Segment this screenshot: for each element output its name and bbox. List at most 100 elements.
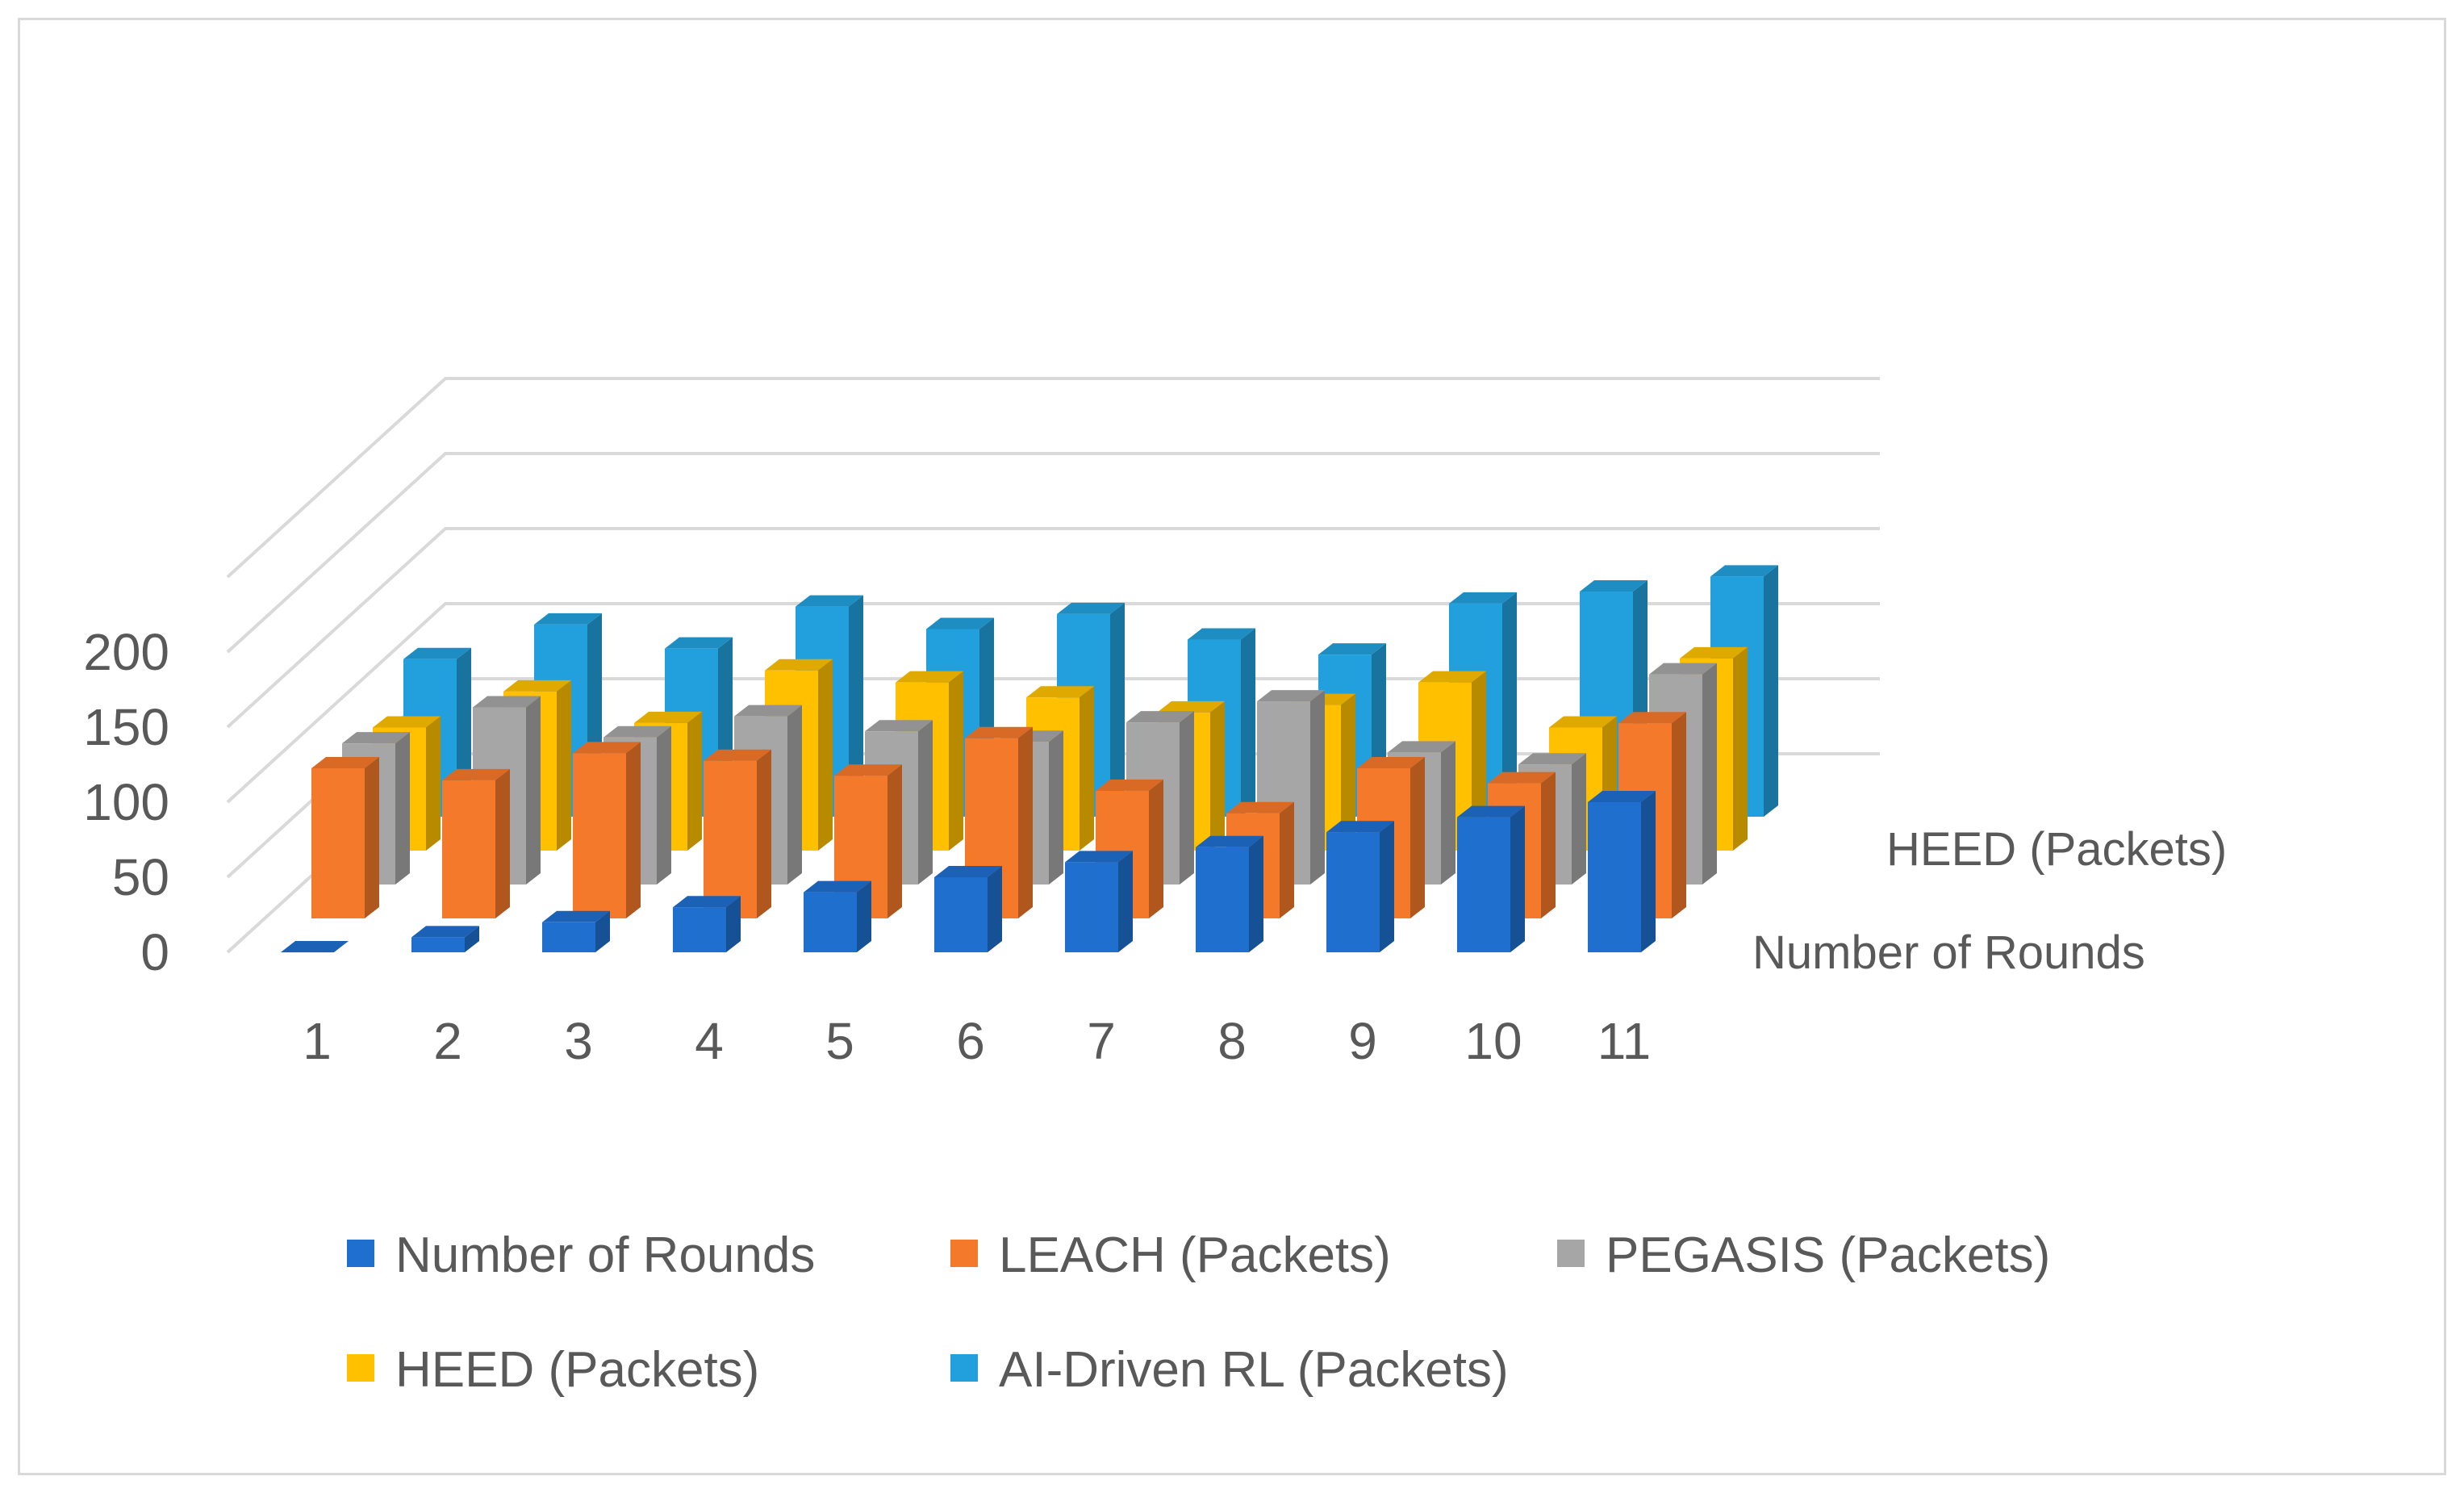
bar-front xyxy=(311,768,365,918)
bar-top xyxy=(373,716,441,728)
bar xyxy=(281,941,349,953)
bar-top xyxy=(1257,690,1325,702)
bar-top xyxy=(1488,772,1556,784)
x-axis: 1 2 3 4 5 6 7 8 9 10 11 xyxy=(303,1012,1651,1070)
bar-side xyxy=(687,711,702,851)
bar-side xyxy=(1341,693,1355,851)
bar-front xyxy=(442,780,495,918)
bar-front xyxy=(1326,832,1380,952)
legend-label: Number of Rounds xyxy=(395,1227,815,1283)
depth-axis-label: Number of Rounds xyxy=(1752,926,2145,979)
bar-side xyxy=(1764,565,1778,817)
bar-top xyxy=(796,595,863,607)
legend-label: AI-Driven RL (Packets) xyxy=(999,1342,1509,1398)
bars xyxy=(281,565,1778,953)
legend-item: LEACH (Packets) xyxy=(950,1227,1391,1283)
bar-side xyxy=(1118,851,1133,952)
y-tick-label: 150 xyxy=(83,698,169,756)
bar-side xyxy=(557,680,571,851)
legend-item: PEGASIS (Packets) xyxy=(1557,1227,2050,1283)
legend-swatch xyxy=(950,1240,978,1267)
bar-top xyxy=(573,742,641,754)
y-tick-label: 50 xyxy=(112,848,169,906)
bar-top xyxy=(665,637,733,649)
bar-front xyxy=(411,937,465,952)
bar-top xyxy=(1126,711,1194,723)
bar-top xyxy=(1318,643,1386,655)
x-tick-label: 5 xyxy=(825,1012,854,1070)
bar-top xyxy=(411,926,479,938)
bar-top xyxy=(1096,779,1163,791)
gridline xyxy=(226,377,1880,579)
bar-side xyxy=(1018,726,1033,918)
bar-side xyxy=(1510,805,1525,952)
bar-top xyxy=(1065,851,1133,863)
bar-top xyxy=(1326,821,1394,833)
bar-side xyxy=(949,671,963,851)
bar xyxy=(804,880,871,952)
gridline xyxy=(226,527,1880,729)
bar-front xyxy=(1457,817,1510,952)
bar-side xyxy=(1180,711,1194,885)
bar-top xyxy=(1196,835,1263,847)
x-tick-label: 3 xyxy=(564,1012,593,1070)
bar-side xyxy=(1210,700,1225,851)
bar-front xyxy=(1588,802,1641,952)
bar-side xyxy=(595,910,610,952)
legend: Number of Rounds LEACH (Packets) PEGASIS (… xyxy=(347,1227,2050,1398)
bar-front xyxy=(573,753,626,918)
bar xyxy=(442,768,510,918)
bar-side xyxy=(1241,628,1255,817)
x-tick-label: 6 xyxy=(956,1012,985,1070)
bar-top xyxy=(934,866,1002,877)
bar-top xyxy=(1157,700,1225,713)
legend-item: Number of Rounds xyxy=(347,1227,815,1283)
bar-top xyxy=(634,711,702,723)
bar-top xyxy=(503,680,571,692)
bar-side xyxy=(1672,712,1686,918)
bar-top xyxy=(1518,753,1586,765)
bar-side xyxy=(1472,671,1486,851)
bar-top xyxy=(1580,580,1648,592)
bar-top xyxy=(673,896,741,908)
bar-side xyxy=(849,595,863,817)
y-tick-label: 0 xyxy=(140,923,169,981)
bar xyxy=(1588,791,1656,952)
bar-top xyxy=(473,696,541,708)
legend-swatch xyxy=(347,1240,374,1267)
bar-front xyxy=(934,877,988,952)
x-tick-label: 2 xyxy=(433,1012,462,1070)
bar-top xyxy=(1649,663,1717,675)
bar-side xyxy=(657,726,671,885)
legend-label: PEGASIS (Packets) xyxy=(1606,1227,2050,1283)
bar-top xyxy=(1388,741,1455,753)
bar-side xyxy=(626,742,641,918)
bar-side xyxy=(1110,602,1125,817)
bar-side xyxy=(526,696,541,885)
bar-side xyxy=(426,716,441,851)
y-tick-label: 100 xyxy=(83,773,169,831)
bar-side xyxy=(1541,772,1556,918)
bar-top xyxy=(765,659,833,671)
bar xyxy=(542,910,610,952)
bar-side xyxy=(1502,592,1517,817)
bar-side xyxy=(988,866,1002,952)
bar-front xyxy=(542,922,595,952)
legend-swatch xyxy=(1557,1240,1585,1267)
bar-top xyxy=(734,705,802,717)
bar xyxy=(573,742,641,918)
bar-front xyxy=(804,892,857,952)
bar xyxy=(473,696,541,885)
bar-front xyxy=(1196,847,1249,952)
gridline xyxy=(226,602,1880,804)
bar-side xyxy=(1249,835,1263,952)
x-tick-label: 8 xyxy=(1217,1012,1247,1070)
x-tick-label: 1 xyxy=(303,1012,332,1070)
bar-top xyxy=(1188,628,1255,640)
bar-top xyxy=(865,720,933,732)
legend-label: LEACH (Packets) xyxy=(999,1227,1391,1283)
bar-side xyxy=(1733,646,1748,851)
bar-top xyxy=(926,617,994,629)
legend-item: HEED (Packets) xyxy=(347,1342,759,1398)
